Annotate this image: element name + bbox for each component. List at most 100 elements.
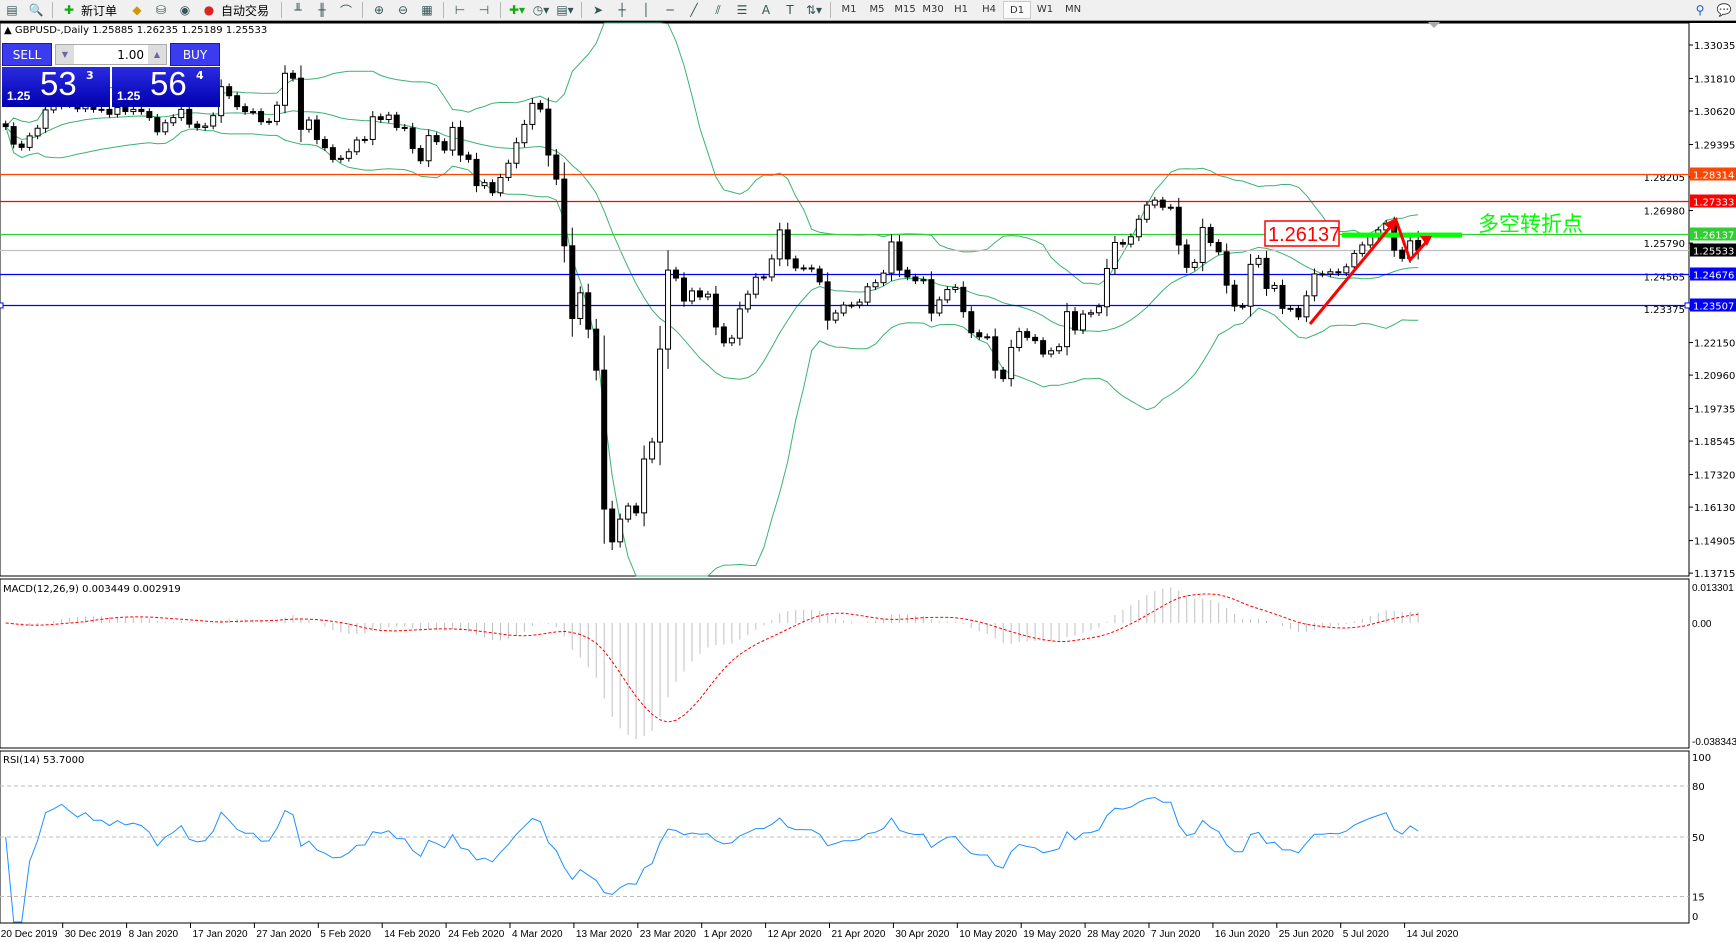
sell-price-box[interactable]: 1.25 53 3 (2, 67, 110, 107)
text-icon[interactable]: A (761, 3, 771, 17)
low-value: 1.25189 (181, 25, 223, 36)
timeframe-h4[interactable]: H4 (982, 4, 996, 15)
zoom-window-icon[interactable]: 🔍 (28, 3, 44, 17)
candle (122, 106, 129, 113)
bar-chart-icon[interactable]: ╨ (294, 3, 302, 17)
separator (52, 2, 53, 18)
timeframe-m1[interactable]: M1 (841, 4, 857, 15)
candle (361, 138, 368, 141)
chart-shift-icon[interactable]: ⊣ (478, 3, 490, 17)
timeframe-m15[interactable]: M15 (894, 4, 916, 15)
line-handle[interactable] (0, 302, 4, 309)
zoom-in-icon[interactable]: ⊕ (374, 3, 385, 17)
lot-increase-icon[interactable]: ▲ (148, 45, 166, 64)
auto-trading-button[interactable]: 自动交易 (221, 3, 270, 18)
date-label: 7 Jun 2020 (1151, 929, 1201, 940)
timeframe-w1[interactable]: W1 (1036, 4, 1054, 15)
candle (465, 154, 472, 160)
lot-size-value[interactable]: 1.00 (117, 47, 144, 62)
buy-price-box[interactable]: 1.25 56 4 (112, 67, 220, 107)
candle (10, 126, 17, 145)
tile-windows-icon[interactable]: ▦ (421, 3, 433, 17)
crosshair-icon[interactable]: ┼ (618, 3, 626, 17)
candle (242, 106, 249, 113)
timeframe-m5[interactable]: M5 (869, 4, 885, 15)
chart-shift-marker-icon[interactable] (1428, 22, 1440, 28)
buy-button[interactable]: BUY (170, 43, 220, 66)
chart-area[interactable]: 1.33035 1.31810 1.30620 1.29395 1.28205 1.269… (0, 21, 1736, 942)
candle (712, 293, 719, 328)
collapse-triangle-icon[interactable]: ▲ (4, 25, 12, 36)
trendline-icon[interactable]: ╱ (690, 3, 698, 17)
date-label: 13 Mar 2020 (576, 929, 633, 940)
rsi-axis-label: 50 (1692, 833, 1705, 844)
timeframe-d1[interactable]: D1 (1003, 1, 1032, 19)
candle (194, 123, 201, 128)
autoscroll-icon[interactable]: ⊢ (454, 3, 466, 17)
candlestick-icon[interactable]: ╫ (318, 3, 326, 17)
periods-icon[interactable]: ◷▾ (532, 3, 550, 17)
new-order-icon[interactable]: ✚ (63, 3, 75, 17)
signals-icon[interactable]: ◉ (179, 3, 191, 17)
date-label: 20 Dec 2019 (1, 929, 58, 940)
separator (281, 2, 283, 18)
equidistant-channel-icon[interactable]: ⫽ (715, 2, 721, 17)
new-order-button[interactable]: 新订单 (81, 3, 118, 18)
macd-pane-frame (0, 578, 1690, 749)
timeframe-mn[interactable]: MN (1064, 4, 1082, 15)
toolbar: ▤ 🔍 ✚ 新订单 ◆ ⛁ ◉ ● 自动交易 ╨ ╫ ⌒ ⊕ ⊖ ▦ ⊢ ⊣ ✚… (0, 0, 1736, 21)
timeframe-m30[interactable]: M30 (922, 4, 944, 15)
candle (848, 304, 855, 307)
price-tick-label: 1.28205 (1644, 173, 1685, 184)
search-icon[interactable]: ⚲ (1695, 3, 1705, 17)
rsi-axis-label: 100 (1692, 753, 1711, 764)
cursor-icon[interactable]: ➤ (593, 3, 604, 17)
candle (920, 279, 927, 282)
trend-arrow-path (1308, 216, 1431, 325)
lot-size-field[interactable]: ▼ 1.00 ▲ (55, 44, 167, 65)
lot-decrease-icon[interactable]: ▼ (56, 45, 74, 64)
date-label: 21 Apr 2020 (832, 929, 886, 940)
new-chart-icon[interactable]: ▤ (6, 3, 18, 17)
candle (297, 77, 304, 130)
candle (1359, 244, 1366, 254)
vertical-line-icon[interactable]: │ (642, 3, 650, 17)
arrows-icon[interactable]: ⇅▾ (805, 3, 823, 17)
candle (1119, 242, 1126, 245)
price-level-tag-label: 1.24676 (1693, 271, 1734, 282)
candle (1287, 307, 1294, 310)
candle (489, 182, 496, 194)
separator (362, 2, 364, 18)
text-label-icon[interactable]: T (786, 3, 794, 17)
price-level-tag-label: 1.28314 (1693, 171, 1734, 182)
buy-price-prefix: 1.25 (117, 89, 141, 103)
chat-icon[interactable]: 💬 (1716, 3, 1732, 17)
fibonacci-icon[interactable]: ☰ (736, 3, 748, 17)
candle (856, 301, 863, 306)
pivot-price-label: 1.26137 (1268, 224, 1340, 246)
candle (577, 292, 584, 319)
price-tick-label: 1.18545 (1694, 437, 1735, 448)
templates-icon[interactable]: ▤▾ (556, 3, 574, 17)
horizontal-line-icon[interactable]: ─ (666, 3, 674, 17)
candle (665, 269, 672, 350)
candle (1335, 271, 1342, 274)
auto-trading-icon[interactable]: ● (203, 3, 215, 17)
candle (752, 276, 759, 295)
candle (1231, 284, 1238, 307)
candle (34, 127, 41, 137)
metaeditor-icon[interactable]: ◆ (132, 3, 142, 17)
zoom-out-icon[interactable]: ⊖ (398, 3, 409, 17)
price-level-tag (1690, 227, 1736, 241)
market-watch-icon[interactable]: ⛁ (155, 3, 167, 17)
candle (234, 95, 241, 108)
candle (641, 458, 648, 514)
timeframe-h1[interactable]: H1 (954, 4, 968, 15)
candle (441, 141, 448, 151)
indicators-icon[interactable]: ✚▾ (508, 3, 526, 17)
bollinger-middle-band (5, 110, 1419, 380)
line-chart-icon[interactable]: ⌒ (340, 3, 353, 18)
candle (704, 293, 711, 298)
sell-button[interactable]: SELL (2, 43, 52, 66)
line-handle[interactable] (1684, 302, 1691, 309)
